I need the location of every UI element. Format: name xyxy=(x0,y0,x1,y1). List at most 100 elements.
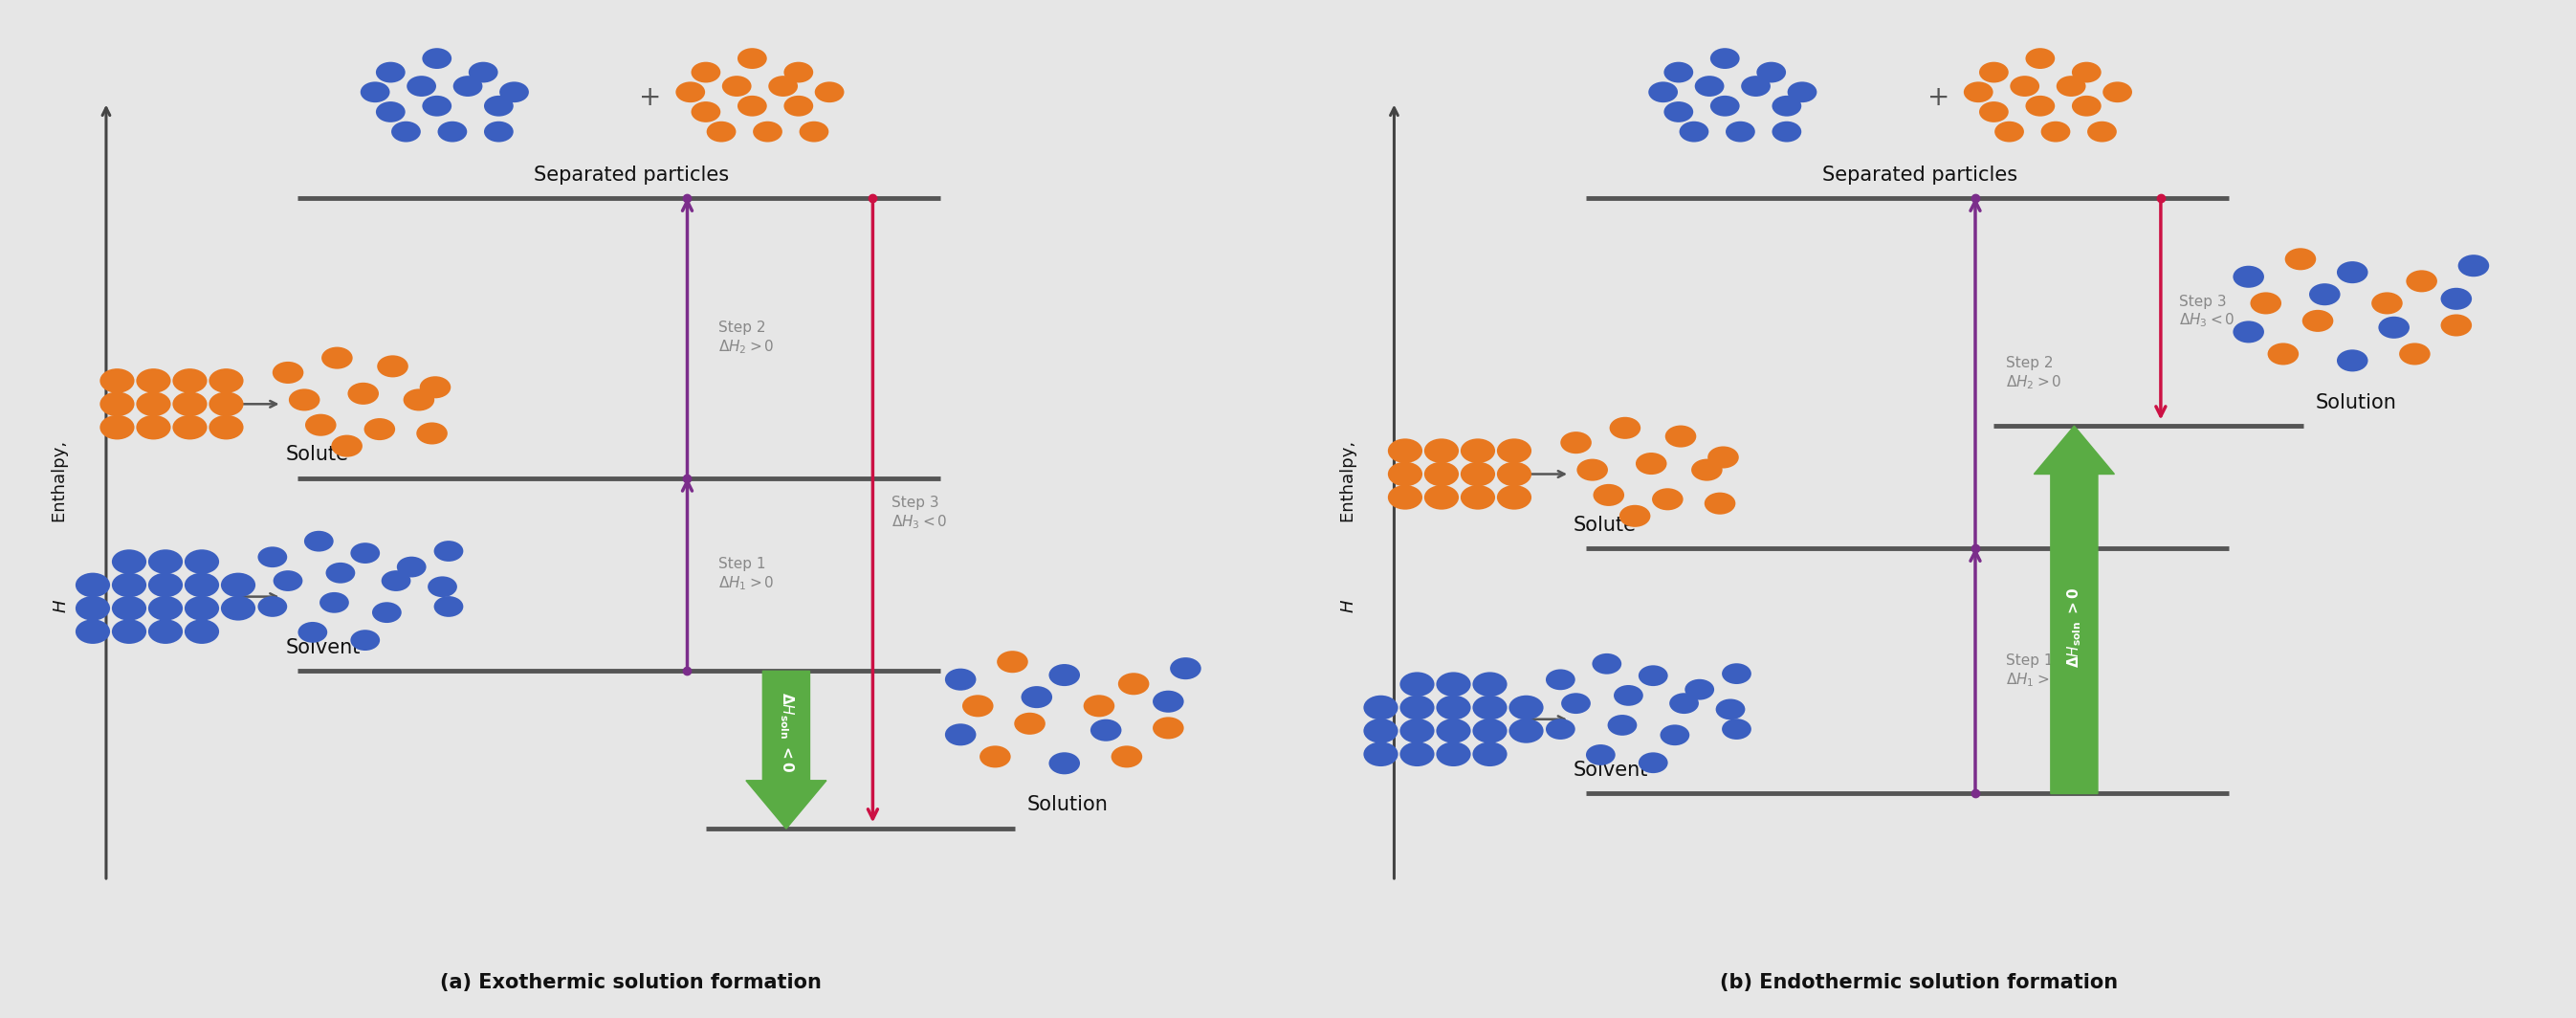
Text: Solution: Solution xyxy=(2316,393,2396,412)
Circle shape xyxy=(173,415,206,440)
Circle shape xyxy=(783,96,814,116)
Circle shape xyxy=(273,570,301,591)
Text: (a) Exothermic solution formation: (a) Exothermic solution formation xyxy=(440,973,822,993)
Circle shape xyxy=(397,557,425,577)
Circle shape xyxy=(137,392,170,416)
Circle shape xyxy=(1685,679,1713,700)
Circle shape xyxy=(1664,62,1692,82)
Circle shape xyxy=(304,530,332,552)
Circle shape xyxy=(209,392,245,416)
Circle shape xyxy=(173,369,206,393)
Circle shape xyxy=(768,75,799,97)
Text: Enthalpy,: Enthalpy, xyxy=(1340,435,1358,522)
Circle shape xyxy=(1399,742,1435,767)
Circle shape xyxy=(2378,317,2409,339)
Circle shape xyxy=(149,550,183,574)
Circle shape xyxy=(1437,695,1471,720)
Circle shape xyxy=(1772,96,1801,116)
Circle shape xyxy=(2439,288,2473,309)
Circle shape xyxy=(484,121,513,143)
Circle shape xyxy=(500,81,528,103)
Circle shape xyxy=(209,415,245,440)
Circle shape xyxy=(1592,484,1625,506)
Circle shape xyxy=(1708,446,1739,468)
Circle shape xyxy=(75,619,111,643)
Circle shape xyxy=(149,596,183,621)
Circle shape xyxy=(222,573,255,598)
Circle shape xyxy=(675,81,706,103)
Circle shape xyxy=(1610,417,1641,439)
Circle shape xyxy=(75,573,111,598)
Circle shape xyxy=(420,377,451,398)
Circle shape xyxy=(2251,292,2282,315)
Circle shape xyxy=(371,602,402,623)
Circle shape xyxy=(1118,673,1149,695)
FancyArrow shape xyxy=(2035,426,2115,794)
Circle shape xyxy=(706,121,737,143)
Text: Step 1
$\Delta H_1 > 0$: Step 1 $\Delta H_1 > 0$ xyxy=(2007,654,2063,688)
Circle shape xyxy=(737,96,768,116)
Circle shape xyxy=(407,75,435,97)
Circle shape xyxy=(1110,745,1141,768)
Text: Separated particles: Separated particles xyxy=(1821,165,2017,184)
Circle shape xyxy=(1020,686,1051,709)
Circle shape xyxy=(2233,266,2264,288)
Circle shape xyxy=(1994,121,2025,143)
Circle shape xyxy=(945,669,976,690)
Circle shape xyxy=(1772,121,1801,143)
Circle shape xyxy=(332,435,363,457)
Circle shape xyxy=(1651,489,1682,510)
Circle shape xyxy=(185,596,219,621)
Circle shape xyxy=(376,102,404,122)
FancyArrow shape xyxy=(747,671,827,829)
Circle shape xyxy=(2308,283,2339,305)
Circle shape xyxy=(814,81,845,103)
Text: H: H xyxy=(52,599,70,612)
Circle shape xyxy=(258,597,286,617)
Circle shape xyxy=(381,570,410,591)
Circle shape xyxy=(1716,699,1744,720)
Circle shape xyxy=(1978,62,2009,82)
Circle shape xyxy=(1497,439,1533,463)
Circle shape xyxy=(222,596,255,621)
Circle shape xyxy=(376,62,404,82)
Circle shape xyxy=(322,347,353,369)
Circle shape xyxy=(1638,752,1667,774)
Circle shape xyxy=(783,62,814,82)
Circle shape xyxy=(422,48,451,69)
Circle shape xyxy=(1669,693,1698,714)
Circle shape xyxy=(111,619,147,643)
Text: Solution: Solution xyxy=(1028,795,1108,814)
Circle shape xyxy=(1425,486,1458,510)
Circle shape xyxy=(1497,486,1533,510)
Text: Step 3
$\Delta H_3 < 0$: Step 3 $\Delta H_3 < 0$ xyxy=(891,496,948,531)
Circle shape xyxy=(350,543,379,564)
Circle shape xyxy=(111,573,147,598)
Circle shape xyxy=(2406,270,2437,292)
Circle shape xyxy=(1592,654,1620,674)
Circle shape xyxy=(350,630,379,651)
Circle shape xyxy=(1638,665,1667,686)
Circle shape xyxy=(1388,462,1422,487)
Circle shape xyxy=(2336,349,2367,372)
Circle shape xyxy=(1363,719,1399,743)
Circle shape xyxy=(422,96,451,116)
Circle shape xyxy=(1680,121,1708,143)
Circle shape xyxy=(1437,742,1471,767)
Circle shape xyxy=(484,96,513,116)
Circle shape xyxy=(1510,695,1543,720)
Circle shape xyxy=(1437,719,1471,743)
Circle shape xyxy=(299,622,327,642)
Circle shape xyxy=(1151,690,1185,713)
Circle shape xyxy=(2439,315,2473,336)
Text: Solvent: Solvent xyxy=(286,638,361,657)
Circle shape xyxy=(1659,725,1690,745)
Circle shape xyxy=(1695,75,1723,97)
Circle shape xyxy=(75,596,111,621)
Circle shape xyxy=(1664,102,1692,122)
Text: Step 2
$\Delta H_2 > 0$: Step 2 $\Delta H_2 > 0$ xyxy=(719,321,775,356)
Circle shape xyxy=(111,596,147,621)
Text: (b) Endothermic solution formation: (b) Endothermic solution formation xyxy=(1721,973,2117,993)
Circle shape xyxy=(1607,715,1636,736)
Circle shape xyxy=(1090,719,1121,741)
